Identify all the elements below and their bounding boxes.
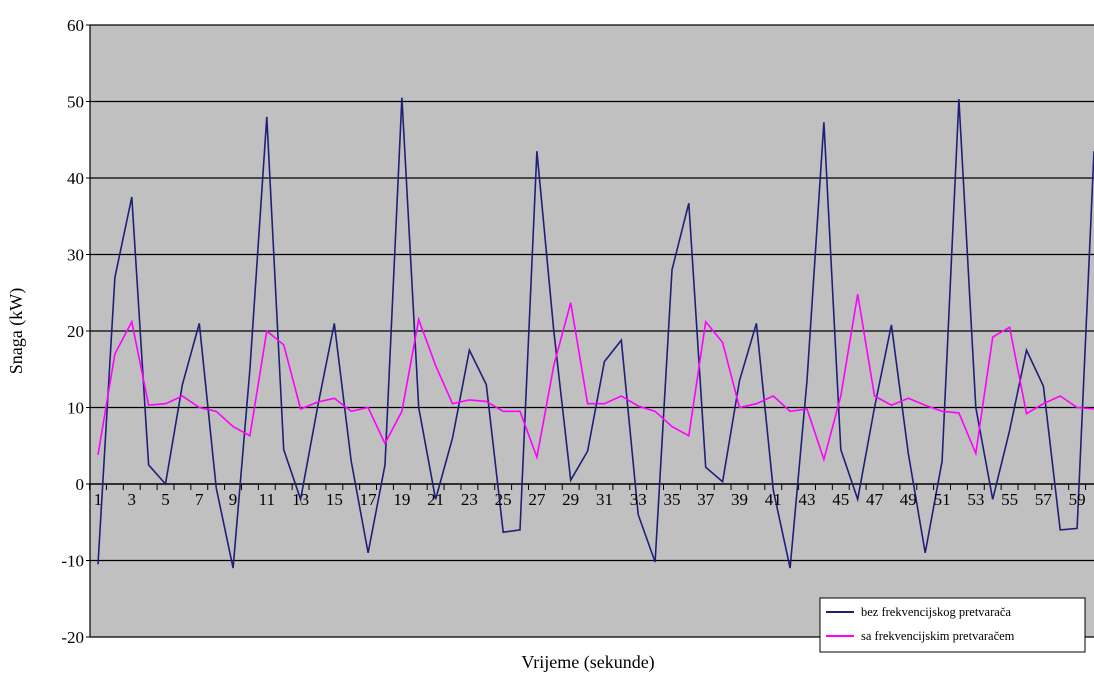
x-tick-label: 41 — [765, 490, 782, 509]
x-tick-label: 31 — [596, 490, 613, 509]
series-group — [97, 97, 1094, 569]
x-tick-label: 21 — [427, 490, 444, 509]
x-tick-label: 45 — [832, 490, 849, 509]
x-tick-label: 55 — [1001, 490, 1018, 509]
series-line-1 — [97, 97, 1094, 569]
y-tick-label: 20 — [67, 322, 84, 341]
x-tick-label: 11 — [259, 490, 275, 509]
x-tick-label: 15 — [326, 490, 343, 509]
y-tick-label: 0 — [76, 475, 85, 494]
x-axis-title: Vrijeme (sekunde) — [521, 652, 654, 673]
y-tick-label: 40 — [67, 169, 84, 188]
x-tick-label: 7 — [195, 490, 204, 509]
y-tick-label: 60 — [67, 16, 84, 35]
legend-label-series-2: sa frekvencijskim pretvaračem — [861, 629, 1015, 643]
x-tick-label: 43 — [799, 490, 816, 509]
x-tick-label: 33 — [630, 490, 647, 509]
legend-box — [819, 597, 1086, 653]
x-tick-label: 1 — [94, 490, 103, 509]
x-tick-label: 39 — [731, 490, 748, 509]
x-tick-label: 57 — [1035, 490, 1053, 509]
series-line-2 — [97, 294, 1094, 463]
x-tick-label: 25 — [495, 490, 512, 509]
x-tick-label: 17 — [360, 490, 378, 509]
x-tick-label: 49 — [900, 490, 917, 509]
legend: bez frekvencijskog pretvarača sa frekven… — [819, 597, 1086, 653]
y-tick-label: 50 — [67, 93, 84, 112]
x-tick-label: 3 — [128, 490, 137, 509]
x-tick-label: 37 — [697, 490, 715, 509]
x-tick-label: 47 — [866, 490, 884, 509]
x-tick-label: 53 — [967, 490, 984, 509]
x-tick-label: 5 — [161, 490, 170, 509]
y-tick-label: 30 — [67, 246, 84, 265]
y-axis-title: Snaga (kW) — [6, 288, 27, 374]
x-axis-ticks: 1 3 5 7 9 11 13 15 17 19 21 23 25 27 29 31 33 35 37 39 41 43 4… — [94, 490, 1086, 509]
gridlines — [89, 24, 1094, 638]
x-axis — [89, 483, 1094, 490]
legend-label-series-1: bez frekvencijskog pretvarača — [861, 605, 1011, 619]
x-tick-label: 27 — [528, 490, 546, 509]
x-tick-label: 19 — [393, 490, 410, 509]
x-tick-label: 51 — [934, 490, 951, 509]
x-tick-label: 59 — [1069, 490, 1086, 509]
y-axis-ticks: -20 -10 0 10 20 30 40 50 60 — [61, 16, 90, 647]
y-tick-label: -20 — [61, 628, 84, 647]
x-tick-label: 9 — [229, 490, 238, 509]
x-tick-label: 29 — [562, 490, 579, 509]
y-tick-label: 10 — [67, 399, 84, 418]
x-tick-label: 13 — [292, 490, 309, 509]
x-tick-label: 35 — [663, 490, 680, 509]
x-tick-label: 23 — [461, 490, 478, 509]
y-tick-label: -10 — [61, 552, 84, 571]
